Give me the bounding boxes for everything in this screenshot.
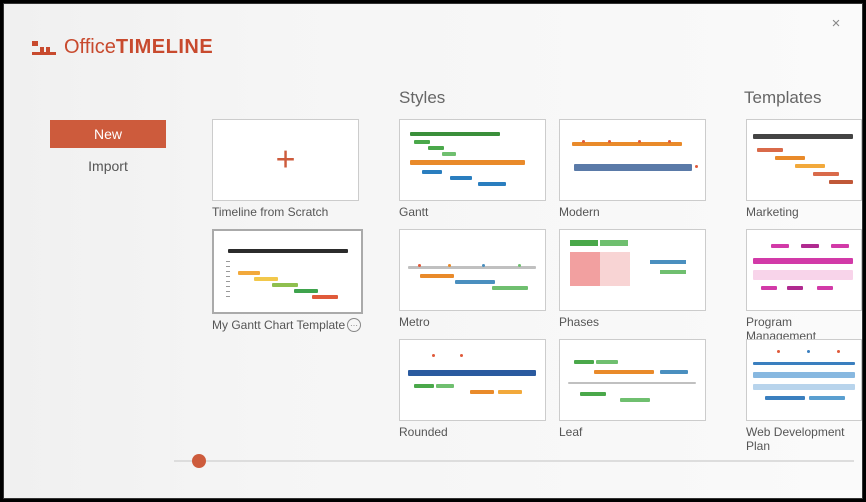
sidebar-item-import[interactable]: Import <box>50 152 166 180</box>
thumb-phases[interactable] <box>559 229 706 311</box>
card-label-marketing: Marketing <box>746 205 862 219</box>
card-marketing: Marketing <box>746 119 862 219</box>
scroll-thumb[interactable] <box>192 454 206 468</box>
section-title-styles: Styles <box>399 88 445 108</box>
app-header: OfficeTIMELINE <box>32 36 213 59</box>
card-rounded: Rounded <box>399 339 546 439</box>
thumb-marketing[interactable] <box>746 119 862 201</box>
thumb-scratch[interactable]: + <box>212 119 359 201</box>
more-icon[interactable]: ⋯ <box>347 318 361 332</box>
card-scratch: + Timeline from Scratch <box>212 119 359 219</box>
card-label-webdev: Web Development Plan <box>746 425 862 453</box>
card-label-scratch: Timeline from Scratch <box>212 205 359 219</box>
dialog-window: × OfficeTIMELINE New Import Styles Templ… <box>3 3 863 499</box>
card-webdev: Web Development Plan <box>746 339 862 453</box>
logo-icon <box>32 39 56 57</box>
close-icon[interactable]: × <box>828 16 844 32</box>
sidebar-item-new[interactable]: New <box>50 120 166 148</box>
section-title-templates: Templates <box>744 88 821 108</box>
card-phases: Phases <box>559 229 706 329</box>
thumb-leaf[interactable] <box>559 339 706 421</box>
plus-icon: + <box>276 141 296 180</box>
app-title: OfficeTIMELINE <box>64 36 213 59</box>
card-leaf: Leaf <box>559 339 706 439</box>
thumb-rounded[interactable] <box>399 339 546 421</box>
card-mygantt: My Gantt Chart Template ⋯ <box>212 229 363 332</box>
card-label-modern: Modern <box>559 205 706 219</box>
card-modern: Modern <box>559 119 706 219</box>
thumb-webdev[interactable] <box>746 339 862 421</box>
thumb-mygantt[interactable] <box>212 229 363 314</box>
card-label-mygantt: My Gantt Chart Template <box>212 318 345 332</box>
brand-suffix: TIMELINE <box>116 36 213 58</box>
card-label-mygantt-row: My Gantt Chart Template ⋯ <box>212 318 363 332</box>
thumb-modern[interactable] <box>559 119 706 201</box>
card-label-rounded: Rounded <box>399 425 546 439</box>
scroll-track[interactable] <box>174 460 854 462</box>
thumb-metro[interactable] <box>399 229 546 311</box>
card-label-phases: Phases <box>559 315 706 329</box>
sidebar: New Import <box>50 120 166 184</box>
card-label-gantt: Gantt <box>399 205 546 219</box>
thumb-gantt[interactable] <box>399 119 546 201</box>
card-program: Program Management <box>746 229 862 343</box>
card-gantt: Gantt <box>399 119 546 219</box>
card-metro: Metro <box>399 229 546 329</box>
card-label-leaf: Leaf <box>559 425 706 439</box>
brand-prefix: Office <box>64 36 116 58</box>
thumb-program[interactable] <box>746 229 862 311</box>
card-label-metro: Metro <box>399 315 546 329</box>
